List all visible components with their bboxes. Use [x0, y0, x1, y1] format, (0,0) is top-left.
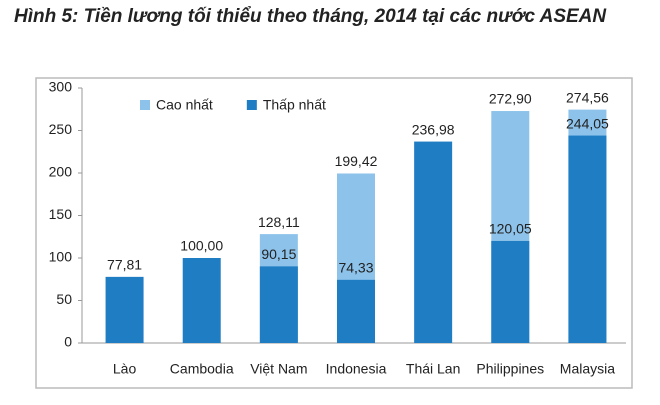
legend-swatch — [246, 100, 257, 110]
y-tick-label: 200 — [49, 164, 73, 180]
data-label: 244,05 — [566, 115, 609, 131]
chart-frame — [35, 77, 633, 389]
legend-label: Cao nhất — [156, 97, 213, 113]
bar — [182, 258, 221, 343]
bar — [491, 240, 530, 343]
data-label: 274,56 — [566, 89, 609, 105]
y-tick-label: 300 — [49, 79, 73, 95]
x-tick-label: Indonesia — [326, 361, 387, 377]
y-tick-label: 50 — [56, 291, 72, 307]
data-label: 128,11 — [258, 214, 300, 230]
x-tick-label: Philippines — [476, 361, 544, 377]
y-tick-label: 150 — [49, 206, 73, 222]
data-label: 90,15 — [261, 246, 296, 262]
x-tick-label: Việt Nam — [250, 361, 307, 377]
y-tick-label: 100 — [49, 249, 73, 265]
x-tick-label: Cambodia — [170, 361, 234, 377]
data-label: 120,05 — [489, 221, 532, 237]
data-label: 236,98 — [412, 121, 455, 137]
data-label: 74,33 — [338, 260, 373, 276]
data-label: 199,42 — [335, 153, 378, 169]
x-tick-label: Malaysia — [560, 361, 615, 377]
legend-swatch — [140, 100, 150, 110]
legend-label: Thấp nhất — [263, 97, 326, 113]
data-label: 100,00 — [180, 238, 223, 254]
bar — [259, 266, 298, 343]
y-tick-label: 250 — [49, 121, 73, 137]
x-tick-label: Lào — [113, 361, 137, 377]
y-tick-label: 0 — [64, 334, 72, 350]
data-label: 272,90 — [489, 91, 532, 107]
bar — [105, 276, 144, 343]
x-tick-label: Thái Lan — [406, 361, 460, 377]
bar — [568, 135, 607, 343]
chart-title: Hình 5: Tiền lương tối thiểu theo tháng,… — [14, 6, 607, 27]
bar — [337, 279, 375, 343]
data-label: 77,81 — [107, 257, 142, 273]
bar — [414, 141, 453, 343]
